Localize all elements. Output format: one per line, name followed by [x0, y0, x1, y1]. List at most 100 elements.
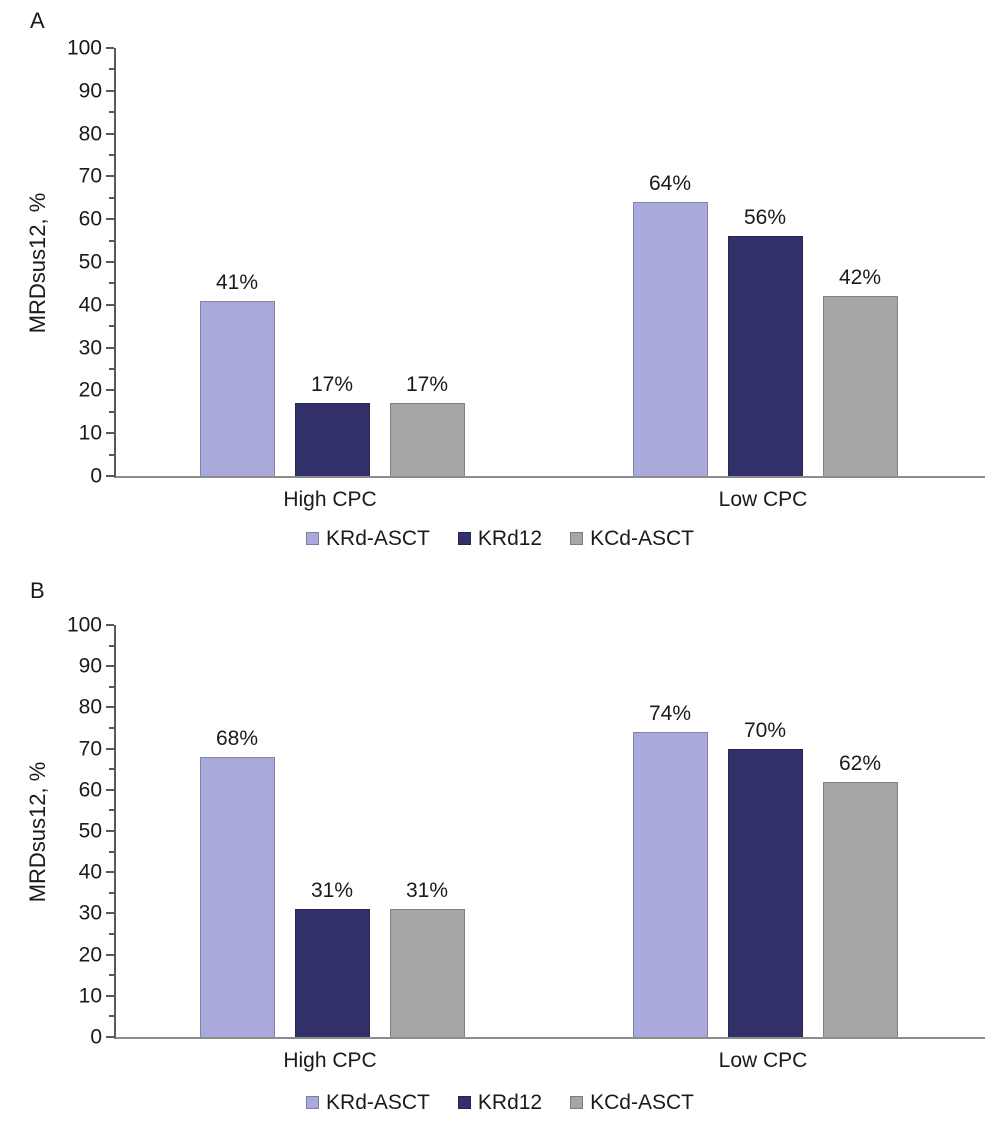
bar-krd12-low-cpc [727, 748, 803, 1037]
y-axis-major-tick [106, 132, 114, 135]
y-axis-major-tick [106, 261, 114, 263]
y-axis-major-tick [106, 747, 114, 750]
y-axis-tick-label: 0 [90, 464, 102, 488]
y-axis-major-tick [106, 218, 114, 221]
bar-krd12-high-cpc [294, 403, 370, 476]
plot-area-b: 0 10 20 30 40 50 60 70 80 90 100 68% 31% 31% 74% 70% 62% [67, 615, 985, 1048]
x-category-label-high-cpc: High CPC [283, 488, 377, 511]
y-axis-major-tick [106, 89, 114, 92]
legend-swatch-krd-asct [306, 532, 320, 545]
y-axis-tick-label: 60 [78, 778, 102, 802]
bar-krd12-low-cpc [727, 236, 803, 476]
y-axis-tick-label: 40 [78, 293, 102, 317]
y-axis-tick-label: 70 [78, 164, 102, 188]
legend-a: KRd-ASCT KRd12 KCd-ASCT [0, 528, 1000, 549]
y-axis-minor-tick [109, 196, 114, 199]
y-axis-major-tick [106, 871, 114, 874]
y-axis-minor-tick [109, 410, 114, 413]
y-axis-minor-tick [109, 154, 114, 156]
y-axis-tick-label: 100 [66, 613, 102, 637]
y-axis-minor-tick [109, 768, 114, 771]
y-axis-minor-tick [109, 850, 114, 853]
y-axis-major-tick [106, 624, 114, 626]
bar-value-label: 62% [838, 751, 882, 775]
y-axis-tick-label: 60 [78, 207, 102, 231]
y-axis-major-tick [106, 994, 114, 997]
y-axis-tick-label: 0 [90, 1025, 102, 1049]
legend-item-krd-asct: KRd-ASCT [306, 528, 430, 549]
bar-value-label: 31% [405, 879, 449, 903]
y-axis-minor-tick [109, 809, 114, 812]
y-axis-minor-tick [109, 685, 114, 688]
y-axis-title-b: MRDsus12, % [25, 761, 50, 903]
bar-kcd-asct-low-cpc [822, 781, 898, 1037]
y-axis-tick-label: 90 [78, 654, 102, 678]
y-axis-major-tick [106, 665, 114, 668]
y-axis-tick-label: 80 [78, 695, 102, 719]
legend-swatch-kcd-asct [570, 1096, 584, 1109]
y-axis-major-tick [106, 175, 114, 178]
y-axis-major-tick [106, 1036, 114, 1038]
y-axis-major-tick [106, 432, 114, 435]
y-axis-minor-tick [109, 111, 114, 114]
bar-kcd-asct-low-cpc [822, 296, 898, 476]
y-axis-major-tick [106, 47, 114, 49]
legend-label-krd12: KRd12 [477, 527, 543, 550]
y-axis-major-tick [106, 303, 114, 306]
y-axis-tick-label: 20 [78, 943, 102, 967]
bar-group-low-cpc: 74% 70% 62% [632, 625, 898, 1037]
y-axis-minor-tick [109, 368, 114, 370]
x-category-label-low-cpc: Low CPC [718, 1049, 808, 1072]
legend-swatch-kcd-asct [570, 532, 584, 545]
legend-label-krd12: KRd12 [477, 1091, 543, 1114]
plot-area-a: 0 10 20 30 40 50 60 70 80 90 100 41% 17% 17% 64% 56% 42% [67, 38, 985, 487]
bar-value-label: 64% [648, 172, 692, 196]
legend-b: KRd-ASCT KRd12 KCd-ASCT [0, 1092, 1000, 1113]
bar-value-label: 42% [838, 266, 882, 290]
y-axis-title-a: MRDsus12, % [25, 192, 50, 334]
panel-a-letter: A [30, 8, 45, 33]
legend-item-kcd-asct: KCd-ASCT [570, 528, 694, 549]
y-axis-major-tick [106, 788, 114, 791]
bar-kcd-asct-high-cpc [389, 403, 465, 476]
bar-value-label: 68% [215, 726, 259, 750]
bar-group-high-cpc: 41% 17% 17% [199, 48, 465, 476]
y-axis-tick-label: 30 [78, 336, 102, 360]
legend-swatch-krd12 [457, 532, 471, 545]
bar-value-label: 17% [405, 373, 449, 397]
legend-swatch-krd12 [457, 1096, 471, 1109]
y-axis-tick-label: 80 [78, 122, 102, 146]
legend-label-krd-asct: KRd-ASCT [326, 1091, 430, 1114]
y-axis-tick-label: 10 [78, 421, 102, 445]
y-axis-tick-label: 100 [66, 36, 102, 60]
bar-value-label: 17% [310, 373, 354, 397]
legend-label-krd-asct: KRd-ASCT [326, 527, 430, 550]
y-axis-minor-tick [109, 1015, 114, 1018]
legend-label-kcd-asct: KCd-ASCT [590, 527, 694, 550]
bar-value-label: 74% [648, 702, 692, 726]
bar-value-label: 56% [743, 206, 787, 230]
bar-kcd-asct-high-cpc [389, 909, 465, 1037]
legend-label-kcd-asct: KCd-ASCT [590, 1091, 694, 1114]
bar-value-label: 31% [310, 879, 354, 903]
y-axis-minor-tick [109, 644, 114, 647]
y-axis-minor-tick [109, 239, 114, 242]
y-axis-tick-label: 40 [78, 860, 102, 884]
bar-krd-asct-low-cpc [632, 732, 708, 1037]
y-axis-minor-tick [109, 933, 114, 935]
y-axis-tick-label: 50 [78, 250, 102, 274]
y-axis-tick-label: 90 [78, 79, 102, 103]
y-axis-minor-tick [109, 974, 114, 977]
y-axis-tick-label: 70 [78, 737, 102, 761]
y-axis-tick-label: 50 [78, 819, 102, 843]
y-axis-major-tick [106, 830, 114, 832]
y-axis-minor-tick [109, 727, 114, 729]
legend-item-krd12: KRd12 [457, 1091, 543, 1114]
bar-krd12-high-cpc [294, 909, 370, 1037]
y-axis-tick-label: 10 [78, 984, 102, 1008]
x-category-label-high-cpc: High CPC [283, 1049, 377, 1072]
y-axis-minor-tick [109, 453, 114, 456]
y-axis-minor-tick [109, 891, 114, 894]
legend-item-krd12: KRd12 [457, 527, 543, 550]
